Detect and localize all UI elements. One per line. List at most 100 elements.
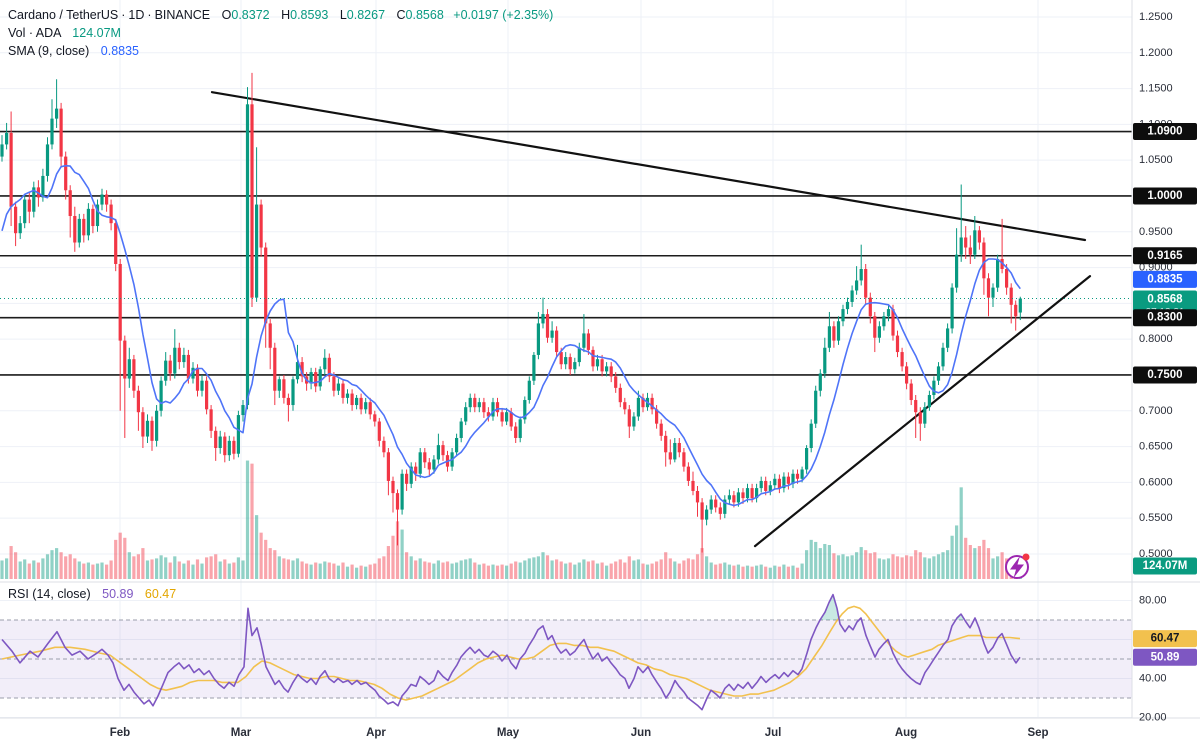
volume-bar [564,563,568,579]
price-badge [1133,187,1197,205]
volume-bar [577,562,581,579]
sma-legend-row[interactable]: SMA (9, close) 0.8835 [8,42,553,60]
volume-bar [923,557,927,579]
candle-body [955,254,959,288]
candle-body [741,492,745,499]
volume-bar [700,548,704,579]
volume-bar [136,554,140,579]
volume-bar [264,539,268,579]
volume-bar [732,565,736,579]
volume-bar [405,552,409,579]
candle-body [164,360,168,381]
candle-body [377,421,381,441]
symbol-title: Cardano / TetherUS [8,8,119,22]
candle-body [996,258,1000,288]
candle-body [336,383,340,391]
candle-body [550,330,554,338]
volume-bar [836,555,841,579]
rsi-ma-value: 60.47 [144,587,177,601]
volume-bar [145,560,150,579]
volume-bar [895,556,900,579]
candle-body [41,175,45,198]
volume-bar [609,563,613,579]
candle-body [827,326,831,348]
candle-body [286,397,290,406]
price-badge-value: 1.0900 [1147,126,1182,138]
rsi-label: RSI (14, close) [8,587,91,601]
candle-body [27,199,31,212]
candle-body [677,442,681,453]
candle-body [118,263,122,341]
candle-body [209,409,213,431]
volume-bar [727,564,731,579]
descending-trendline[interactable] [210,91,1087,242]
candle-body [245,104,250,406]
volume-bar [996,556,1000,579]
candle-body [805,448,809,470]
volume-bar [627,556,631,579]
candle-body [127,359,131,379]
price-axis-label: 1.0500 [1139,154,1173,166]
candle-body [277,379,281,391]
exchange-label: BINANCE [154,8,211,22]
volume-bar [882,559,886,579]
candle-body [473,397,477,408]
candle-body [523,400,527,420]
price-axis-label: 0.5000 [1139,548,1173,560]
volume-bar [823,543,827,579]
volume-bar [582,559,586,579]
volume-bar [200,563,204,579]
sma-label: SMA (9, close) [8,44,90,58]
candle-body [536,323,540,355]
candle-body [655,409,659,424]
candle-body [105,194,109,205]
candle-body [318,369,322,387]
price-badge-value: 1.0000 [1147,190,1182,202]
volume-bar [741,566,745,579]
candle-body [418,452,422,474]
rsi-legend[interactable]: RSI (14, close) 50.89 60.47 [8,587,176,601]
volume-bar [282,558,286,579]
volume-bar [255,515,259,579]
volume-bar [327,562,331,579]
ascending-trendline[interactable] [753,275,1092,548]
candle-body [968,247,972,255]
volume-bar [414,560,418,579]
volume-bar [300,561,304,579]
candle-body [605,366,609,372]
lightning-quick-trade-button[interactable] [1005,553,1030,579]
candle-body [723,499,727,514]
candle-body [241,405,245,416]
volume-bar [941,552,945,579]
candle-body [791,473,795,484]
volume-bar [223,559,227,579]
rsi-ma-line [1,605,1021,701]
volume-bar [495,565,500,579]
volume-legend-row[interactable]: Vol · ADA 124.07M [8,24,553,42]
candle-body [441,445,445,456]
candle-body [291,379,295,406]
volume-bar [450,563,454,579]
candle-body [850,290,854,302]
volume-bar [277,556,281,579]
volume-bar [773,565,777,579]
price-axis[interactable] [1132,0,1200,718]
candle-body [50,118,54,145]
price-badge [1133,366,1197,384]
volume-bar [718,563,722,579]
candle-body [659,423,663,436]
volume-bar [550,560,554,579]
time-axis[interactable] [0,718,1200,744]
volume-bar [245,460,250,579]
volume-bar [636,559,640,579]
candle-body [18,223,22,234]
symbol-info-row[interactable]: Cardano / TetherUS · 1D · BINANCE O0.8372 H0… [8,8,554,22]
volume-bar [645,564,650,579]
candle-body [223,436,227,456]
volume-bar [786,566,790,579]
sma-line[interactable] [1,164,1021,507]
volume-bar [595,563,600,579]
rsi-overbought-fill [955,614,965,620]
candle-body [77,218,81,243]
